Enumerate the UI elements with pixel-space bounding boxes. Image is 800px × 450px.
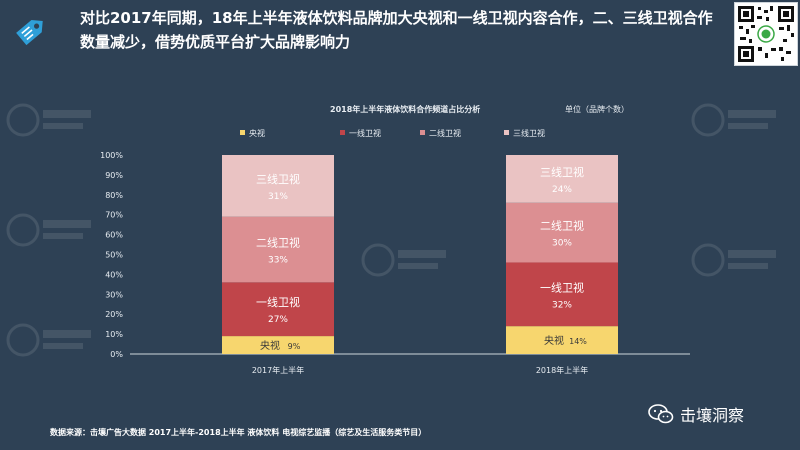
source-note: 数据来源：击壤广告大数据 2017上半年-2018上半年 液体饮料 电视综艺监播… (50, 428, 427, 437)
chart-unit-note: 单位（品牌个数） (565, 105, 629, 114)
bar-segment (506, 262, 618, 327)
y-tick-label: 40% (105, 270, 123, 279)
bar-series-label: 央视 (544, 334, 564, 347)
bar-value-label: 32% (552, 300, 572, 310)
bar-value-label: 27% (268, 315, 288, 325)
bar-series-label: 央视 (260, 339, 280, 352)
bar-series-label: 二线卫视 (256, 236, 300, 250)
legend-label: 二线卫视 (429, 128, 461, 138)
chart-title: 2018年上半年液体饮料合作频道占比分析 (330, 105, 481, 114)
y-tick-label: 80% (105, 191, 123, 200)
tag-logo-icon (16, 20, 43, 46)
legend-label: 一线卫视 (349, 128, 381, 138)
legend-swatch (340, 130, 345, 135)
bar-value-label: 31% (268, 192, 288, 202)
bar-segment (222, 155, 334, 217)
watermark-logo (5, 210, 95, 250)
y-tick-label: 30% (105, 290, 123, 299)
brand-signature: 击壤洞察 (648, 402, 744, 426)
legend-swatch (420, 130, 425, 135)
bar-series-label: 三线卫视 (256, 172, 300, 186)
watermark-logo (5, 320, 95, 360)
bar-segment (222, 336, 334, 354)
y-tick-label: 50% (105, 251, 123, 260)
watermark-logo (690, 100, 780, 140)
legend-label: 央视 (249, 128, 265, 138)
watermark-logo (5, 100, 95, 140)
y-tick-label: 100% (100, 151, 123, 160)
headline-line-1: 对比2017年同期，18年上半年液体饮料品牌加大央视和一线卫视内容合作，二、三线… (80, 9, 713, 27)
headline-line-2: 数量减少，借势优质平台扩大品牌影响力 (80, 33, 351, 51)
bar-value-label: 24% (552, 185, 572, 195)
y-tick-label: 90% (105, 171, 123, 180)
wechat-icon (648, 404, 674, 424)
y-tick-label: 60% (105, 231, 123, 240)
qr-code-icon (734, 2, 798, 66)
y-tick-label: 0% (110, 350, 123, 359)
legend-swatch (504, 130, 509, 135)
bar-series-label: 一线卫视 (540, 280, 584, 294)
page-headline: 对比2017年同期，18年上半年液体饮料品牌加大央视和一线卫视内容合作，二、三线… (80, 6, 730, 54)
bar-series-label: 三线卫视 (540, 165, 584, 179)
legend-swatch (240, 130, 245, 135)
bar-series-label: 二线卫视 (540, 219, 584, 233)
bar-segment (222, 216, 334, 283)
brand-name: 击壤洞察 (680, 406, 745, 425)
legend-label: 三线卫视 (513, 128, 545, 138)
bar-segment (506, 155, 618, 203)
x-tick-label: 2017年上半年 (252, 365, 304, 375)
watermark-logo (690, 240, 780, 280)
bar-value-label: 30% (552, 239, 572, 249)
bar-segment (506, 326, 618, 354)
bar-segment (222, 282, 334, 337)
bar-series-label: 一线卫视 (256, 295, 300, 309)
bar-value-label: 33% (268, 256, 288, 266)
bar-value-label: 9% (288, 342, 301, 351)
y-tick-label: 10% (105, 330, 123, 339)
bar-value-label: 14% (569, 337, 587, 346)
bar-segment (506, 202, 618, 263)
watermark-logo (360, 240, 450, 280)
x-tick-label: 2018年上半年 (536, 365, 588, 375)
y-tick-label: 70% (105, 211, 123, 220)
y-tick-label: 20% (105, 310, 123, 319)
